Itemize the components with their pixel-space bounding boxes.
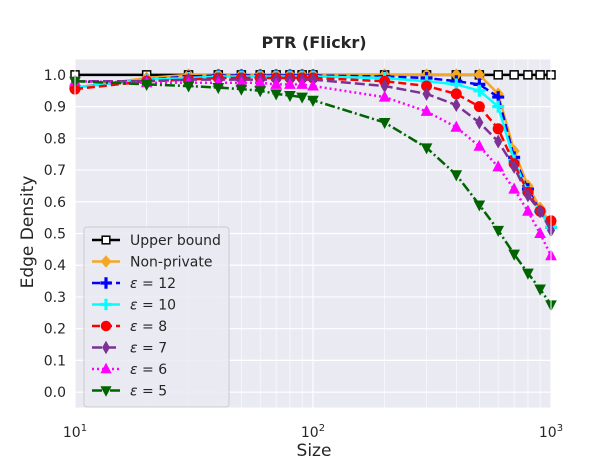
y-tick-label: 0.5 <box>44 227 66 243</box>
marker <box>212 83 225 95</box>
x-tick-label: 101 <box>63 423 87 441</box>
y-tick-label: 0.8 <box>44 131 66 147</box>
legend-item: ε = 12 <box>92 276 176 292</box>
y-tick-label: 0.2 <box>44 322 66 338</box>
legend-item: ε = 10 <box>92 298 176 314</box>
y-tick-label: 0.3 <box>44 290 66 306</box>
marker <box>270 89 282 101</box>
marker <box>378 90 391 102</box>
marker <box>296 77 308 89</box>
marker <box>284 90 296 103</box>
marker <box>270 77 282 89</box>
marker <box>284 77 296 89</box>
legend-label: Upper bound <box>130 233 221 249</box>
marker <box>535 70 545 80</box>
marker <box>473 139 486 151</box>
marker <box>522 204 534 216</box>
legend-item: ε = 5 <box>92 384 167 400</box>
marker <box>100 320 112 332</box>
legend-label: ε = 5 <box>130 384 167 400</box>
marker <box>508 249 520 261</box>
marker <box>420 104 433 116</box>
legend-item: Upper bound <box>92 233 221 249</box>
marker <box>100 277 112 289</box>
legend-label: Non-private <box>130 255 212 271</box>
marker <box>450 120 463 132</box>
legend-label: ε = 6 <box>130 362 167 378</box>
x-axis-label: Size <box>297 441 332 461</box>
marker <box>422 86 431 101</box>
marker <box>536 204 545 219</box>
marker <box>420 143 433 155</box>
chart-title: PTR (Flickr) <box>261 33 366 52</box>
marker <box>475 115 484 130</box>
marker <box>100 386 112 397</box>
legend-item: Non-private <box>92 255 212 271</box>
marker <box>534 226 546 238</box>
y-tick-label: 0.9 <box>44 100 66 116</box>
legend-label: ε = 10 <box>130 298 176 314</box>
marker <box>492 225 505 237</box>
plot-frame <box>74 58 552 409</box>
legend-label: ε = 12 <box>130 276 176 292</box>
legend-label: ε = 8 <box>130 319 167 335</box>
marker <box>182 81 195 93</box>
marker <box>473 101 485 113</box>
marker <box>378 117 391 130</box>
marker <box>452 98 461 112</box>
marker <box>492 160 505 172</box>
marker <box>450 88 462 100</box>
x-tick-label: 103 <box>539 423 563 441</box>
y-tick-label: 0.1 <box>44 353 66 369</box>
y-axis-label: Edge Density <box>18 176 38 289</box>
legend-item: ε = 7 <box>92 341 167 357</box>
marker <box>101 235 111 245</box>
marker <box>534 284 546 296</box>
marker <box>492 123 504 135</box>
marker <box>493 70 503 80</box>
y-tick-label: 0.4 <box>44 258 66 274</box>
marker <box>509 70 519 80</box>
marker <box>494 134 503 149</box>
y-tick-label: 0.0 <box>44 385 66 401</box>
marker <box>296 92 308 104</box>
marker <box>450 78 463 91</box>
marker <box>450 170 463 182</box>
marker <box>523 188 533 203</box>
x-tick-label: 102 <box>301 423 325 441</box>
marker <box>307 95 319 107</box>
marker <box>473 84 486 97</box>
marker <box>254 86 267 98</box>
marker <box>473 200 486 212</box>
marker <box>492 100 505 113</box>
y-tick-label: 1.0 <box>44 68 66 84</box>
marker <box>100 298 112 311</box>
y-tick-label: 0.7 <box>44 163 66 179</box>
legend-box <box>83 226 230 408</box>
marker <box>235 84 248 96</box>
marker <box>102 340 110 355</box>
marker <box>307 79 319 91</box>
marker <box>508 182 520 194</box>
legend-label: ε = 7 <box>130 341 167 357</box>
marker <box>522 268 534 280</box>
marker <box>523 70 533 80</box>
marker <box>100 255 112 268</box>
marker <box>510 159 519 174</box>
legend-item: ε = 6 <box>92 362 167 378</box>
series-7 <box>69 76 557 312</box>
y-tick-label: 0.6 <box>44 195 66 211</box>
marker <box>140 79 153 91</box>
legend-item: ε = 8 <box>92 319 167 335</box>
marker <box>100 362 112 374</box>
